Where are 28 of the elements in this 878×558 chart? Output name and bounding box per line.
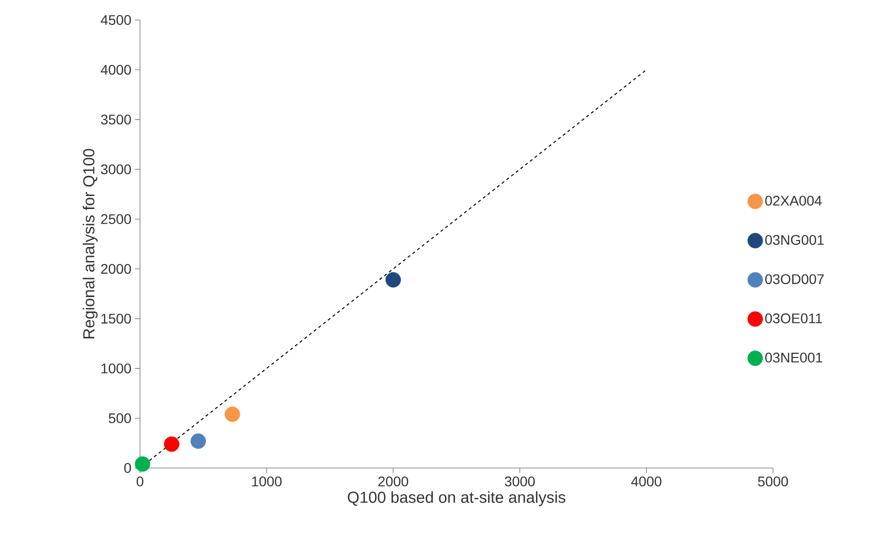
y-tick-label: 3000	[100, 164, 131, 174]
y-tick-label: 1000	[102, 363, 131, 374]
x-tick-label: 1000	[252, 476, 282, 486]
x-tick-label: 3000	[504, 476, 535, 486]
legend-label: 03OD007	[765, 274, 824, 284]
legend-label: 03NG001	[765, 234, 824, 245]
y-tick-label: 1500	[102, 314, 131, 324]
point	[224, 406, 240, 422]
point	[164, 436, 180, 452]
y-tick-label: 3500	[100, 114, 131, 124]
legend-label: 02XA004	[765, 196, 822, 206]
x-tick-label: 5000	[758, 476, 788, 486]
y-tick-label: 4500	[100, 15, 131, 25]
legend-label: 03OE011	[765, 313, 822, 324]
y-tick-label: 4000	[100, 64, 131, 75]
y-tick-label: 2500	[101, 214, 131, 224]
y-axis-title: Regional analysis for Q100	[82, 148, 98, 338]
point	[134, 456, 150, 472]
point	[386, 272, 401, 288]
y-tick-label: 500	[108, 413, 131, 424]
x-tick-label: 0	[136, 476, 144, 486]
x-tick-label: 2000	[378, 476, 408, 486]
point	[190, 433, 206, 449]
y-tick-label: 2000	[101, 264, 131, 274]
x-tick-label: 4000	[631, 476, 662, 486]
legend-label: 03NE001	[765, 352, 822, 363]
x-axis-title: Q100 based on at-site analysis	[348, 491, 566, 506]
y-tick-label: 0	[124, 463, 131, 473]
